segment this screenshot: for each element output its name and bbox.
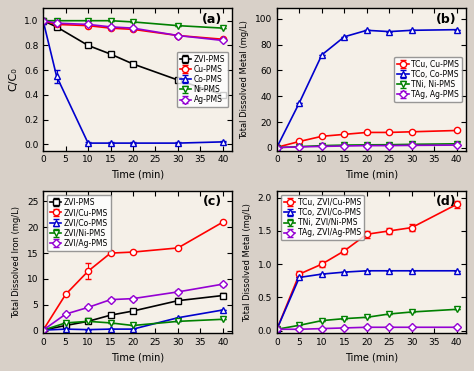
X-axis label: Time (min): Time (min) — [111, 170, 164, 180]
X-axis label: Time (min): Time (min) — [345, 170, 398, 180]
X-axis label: Time (min): Time (min) — [111, 353, 164, 363]
Text: (b): (b) — [436, 13, 456, 26]
Y-axis label: Total Dissolved Metal (mg/L): Total Dissolved Metal (mg/L) — [240, 20, 249, 139]
Text: (c): (c) — [203, 195, 222, 209]
Y-axis label: Total Dissolved Metal (mg/L): Total Dissolved Metal (mg/L) — [243, 203, 252, 322]
Y-axis label: C/C₀: C/C₀ — [9, 68, 18, 91]
X-axis label: Time (min): Time (min) — [345, 353, 398, 363]
Text: (a): (a) — [202, 13, 222, 26]
Text: (d): (d) — [436, 195, 456, 209]
Legend: TCu, Cu-PMS, TCo, Co-PMS, TNi, Ni-PMS, TAg, Ag-PMS: TCu, Cu-PMS, TCo, Co-PMS, TNi, Ni-PMS, T… — [394, 57, 462, 102]
Legend: ZVI-PMS, ZVI/Cu-PMS, ZVI/Co-PMS, ZVI/Ni-PMS, ZVI/Ag-PMS: ZVI-PMS, ZVI/Cu-PMS, ZVI/Co-PMS, ZVI/Ni-… — [47, 195, 111, 250]
Y-axis label: Total Dissolved Iron (mg/L): Total Dissolved Iron (mg/L) — [12, 206, 21, 318]
Legend: ZVI-PMS, Cu-PMS, Co-PMS, Ni-PMS, Ag-PMS: ZVI-PMS, Cu-PMS, Co-PMS, Ni-PMS, Ag-PMS — [177, 52, 228, 107]
Legend: TCu, ZVI/Cu-PMS, TCo, ZVI/Co-PMS, TNi, ZVI/Ni-PMS, TAg, ZVI/Ag-PMS: TCu, ZVI/Cu-PMS, TCo, ZVI/Co-PMS, TNi, Z… — [281, 195, 364, 240]
